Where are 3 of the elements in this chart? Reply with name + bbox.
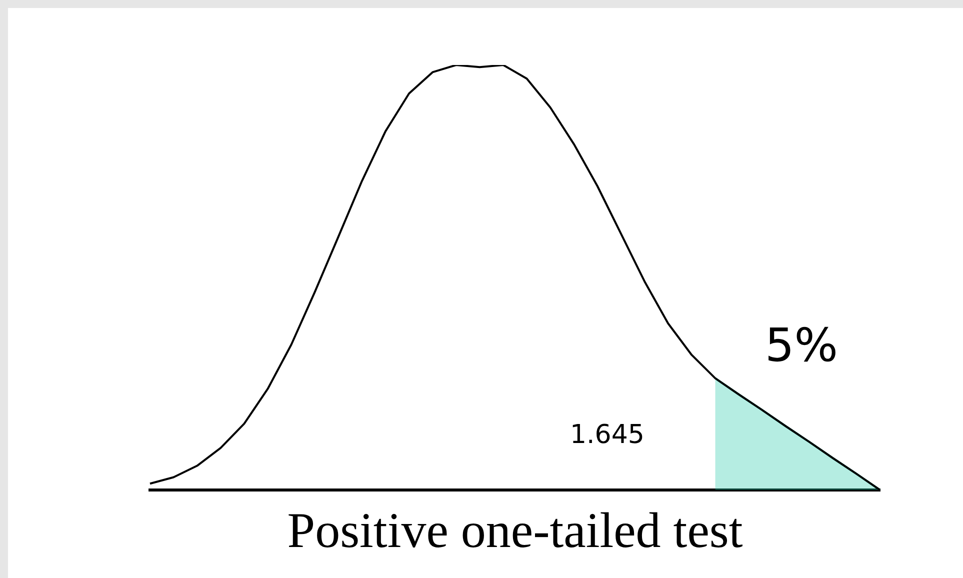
- text: Positive one-tailed test: [287, 502, 743, 558]
- annotation: 1.645: [570, 420, 644, 450]
- annotation: 5%: [765, 318, 838, 372]
